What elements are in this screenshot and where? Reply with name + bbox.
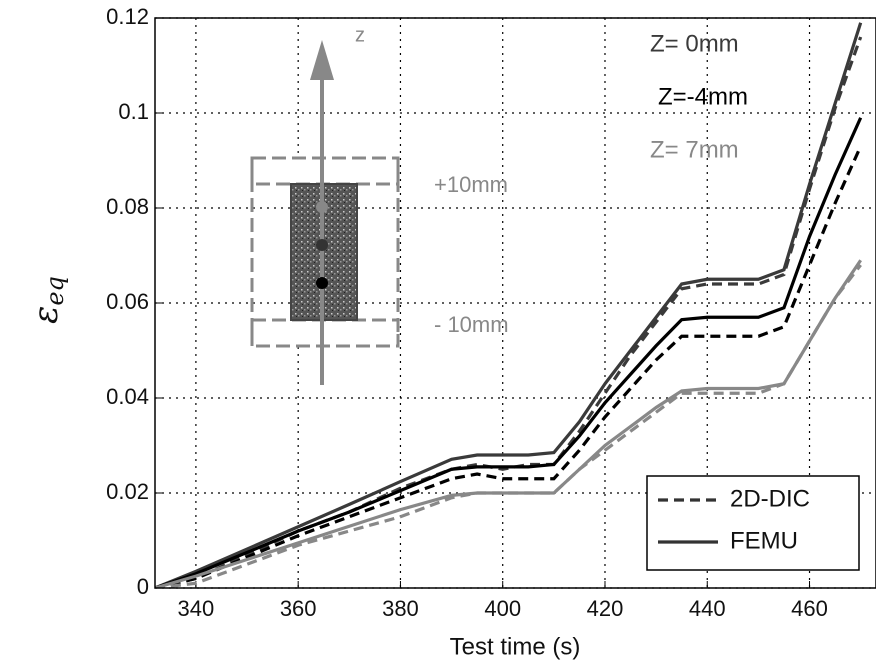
y-tick-label: 0.04 — [106, 384, 149, 409]
y-tick-label: 0.12 — [106, 4, 149, 29]
x-tick-label: 380 — [382, 596, 419, 621]
y-tick-label: 0.08 — [106, 194, 149, 219]
y-label-symbol: ε — [26, 306, 66, 324]
x-tick-label: 360 — [280, 596, 317, 621]
annotation: Z=-4mm — [658, 83, 748, 110]
inset-axis-label: z — [355, 24, 365, 46]
series-line — [155, 22, 863, 588]
annotation: Z= 7mm — [650, 136, 739, 163]
inset-bottom-label: - 10mm — [434, 312, 509, 337]
specimen-inset: z +10mm - 10mm — [250, 24, 509, 385]
annotation: Z= 0mm — [650, 30, 739, 57]
x-axis-label: Test time (s) — [450, 633, 581, 660]
legend-label: 2D-DIC — [730, 485, 810, 512]
x-tick-label: 400 — [484, 596, 521, 621]
plot-frame — [154, 17, 876, 589]
x-tick-label: 420 — [587, 596, 624, 621]
lines — [155, 22, 863, 588]
series-line — [155, 36, 863, 588]
y-axis-label: εeq — [26, 276, 69, 324]
x-tick-label: 340 — [178, 596, 215, 621]
legend: 2D-DIC FEMU — [646, 475, 860, 571]
series-line — [155, 145, 863, 588]
x-tick-label: 460 — [791, 596, 828, 621]
inset-top-label: +10mm — [434, 172, 508, 197]
series-line — [155, 259, 862, 588]
y-tick-label: 0.1 — [118, 99, 149, 124]
legend-label: FEMU — [730, 527, 798, 554]
series-line — [155, 117, 863, 588]
y-tick-label: 0.02 — [106, 479, 149, 504]
y-tick-label: 0.06 — [106, 289, 149, 314]
x-tick-label: 440 — [689, 596, 726, 621]
y-label-subscript: eq — [41, 276, 69, 306]
y-tick-label: 0 — [137, 574, 149, 599]
